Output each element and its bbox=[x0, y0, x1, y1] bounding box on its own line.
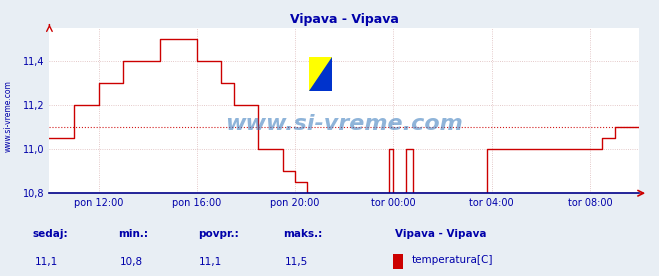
Text: maks.:: maks.: bbox=[283, 229, 323, 239]
Text: min.:: min.: bbox=[119, 229, 149, 239]
Text: www.si-vreme.com: www.si-vreme.com bbox=[225, 114, 463, 134]
Text: www.si-vreme.com: www.si-vreme.com bbox=[3, 80, 13, 152]
Text: 11,1: 11,1 bbox=[34, 257, 58, 267]
Text: 11,1: 11,1 bbox=[199, 257, 223, 267]
Polygon shape bbox=[309, 57, 332, 91]
Polygon shape bbox=[309, 57, 332, 91]
Title: Vipava - Vipava: Vipava - Vipava bbox=[290, 14, 399, 26]
Text: temperatura[C]: temperatura[C] bbox=[412, 255, 494, 265]
Text: Vipava - Vipava: Vipava - Vipava bbox=[395, 229, 487, 239]
Text: sedaj:: sedaj: bbox=[33, 229, 69, 239]
Text: 11,5: 11,5 bbox=[285, 257, 308, 267]
Text: povpr.:: povpr.: bbox=[198, 229, 239, 239]
Text: 10,8: 10,8 bbox=[120, 257, 144, 267]
